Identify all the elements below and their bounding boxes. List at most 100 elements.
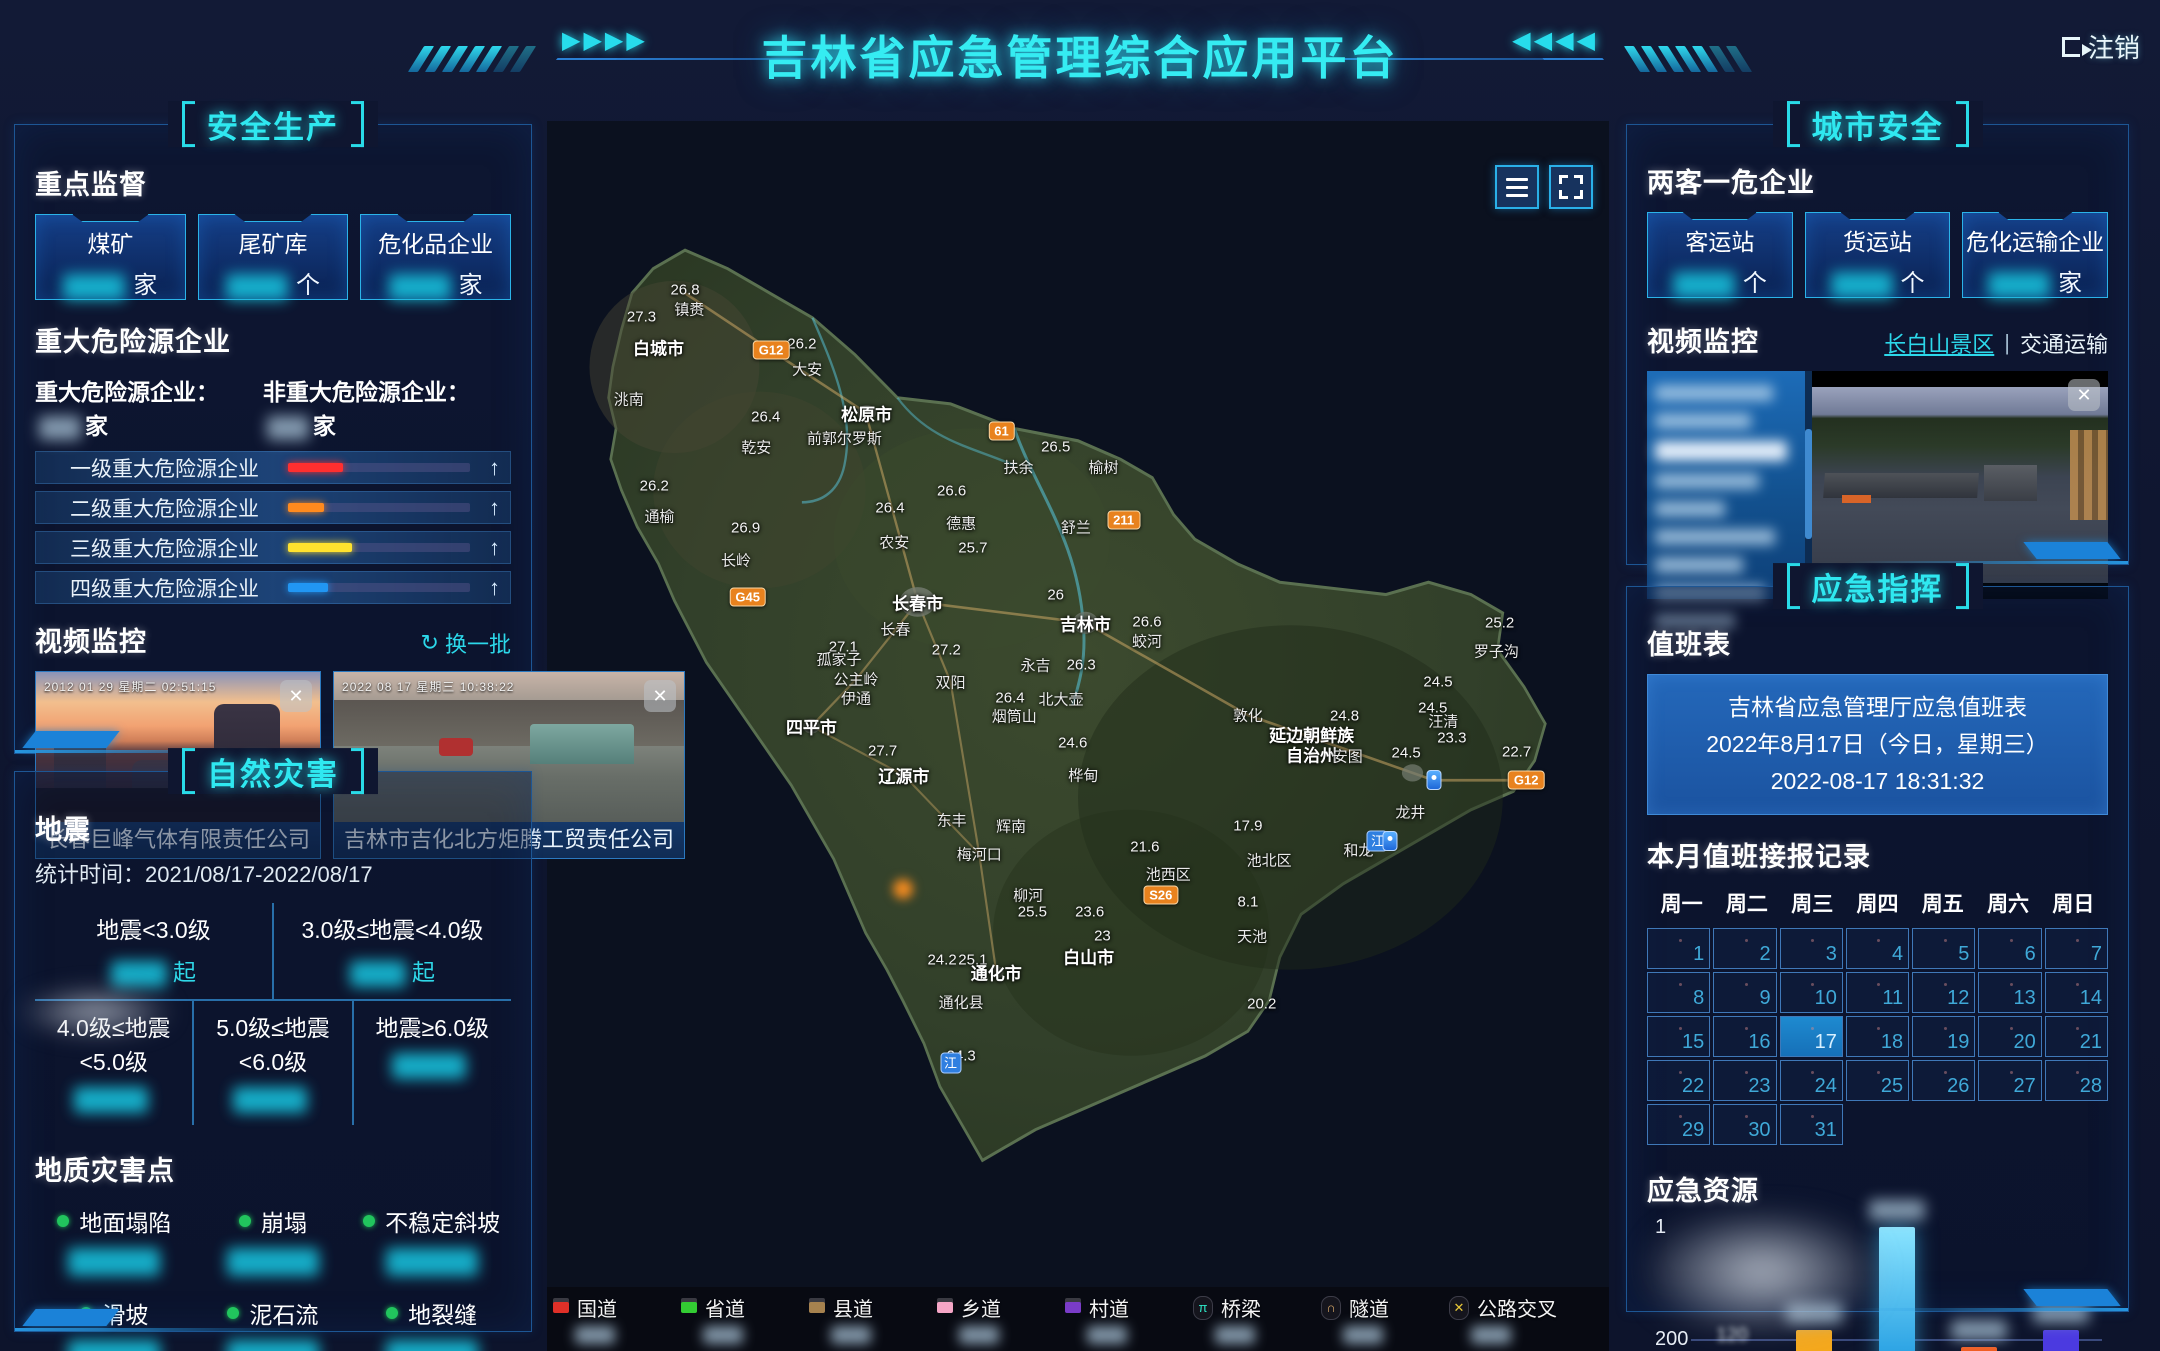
calendar-day[interactable]: 18 bbox=[1845, 1016, 1910, 1057]
calendar-day[interactable]: 10 bbox=[1779, 972, 1843, 1013]
weekday-label: 周六 bbox=[1987, 893, 2030, 916]
camera-list-item-blurred[interactable] bbox=[1655, 385, 1773, 401]
calendar-day-number: 22 bbox=[1682, 1075, 1705, 1097]
hazard-level-bar-track bbox=[288, 543, 470, 552]
camera-list-item-blurred[interactable] bbox=[1655, 585, 1765, 601]
camera-list-item-blurred[interactable] bbox=[1655, 501, 1725, 517]
link-changbaishan[interactable]: 长白山景区 bbox=[1884, 332, 1995, 357]
legend-item-桥梁[interactable]: π 桥梁 bbox=[1193, 1293, 1321, 1344]
calendar-day[interactable]: 27 bbox=[1978, 1060, 2042, 1101]
bracket-left-icon bbox=[1786, 563, 1800, 610]
supervision-stat-box[interactable]: 煤矿家 bbox=[35, 214, 186, 300]
close-icon[interactable]: ✕ bbox=[2068, 379, 2100, 411]
calendar-day[interactable]: 20 bbox=[1978, 1016, 2042, 1057]
calendar-day[interactable]: 24 bbox=[1779, 1060, 1843, 1101]
hazard-level-row[interactable]: 三级重大危险源企业 ↑ bbox=[35, 531, 511, 564]
calendar-day-number: 2 bbox=[1759, 943, 1771, 965]
hazard-level-row[interactable]: 一级重大危险源企业 ↑ bbox=[35, 451, 511, 484]
calendar-day-number: 20 bbox=[2013, 1031, 2036, 1053]
duty-heading: 值班表 bbox=[1647, 630, 1731, 660]
calendar-day[interactable]: 28 bbox=[2044, 1060, 2108, 1101]
camera-list-scrollbar[interactable] bbox=[1805, 371, 1812, 599]
calendar-day[interactable]: 26 bbox=[1912, 1060, 1976, 1101]
city-stat-box[interactable]: 危化运输企业家 bbox=[1962, 212, 2109, 298]
city-stat-box[interactable]: 客运站个 bbox=[1647, 212, 1793, 298]
calendar-day[interactable]: 30 bbox=[1713, 1104, 1777, 1145]
calendar-day[interactable]: 5 bbox=[1912, 928, 1976, 969]
calendar-day[interactable]: 19 bbox=[1912, 1016, 1976, 1057]
calendar-day[interactable]: 31 bbox=[1779, 1104, 1843, 1145]
calendar-day[interactable]: 15 bbox=[1647, 1016, 1711, 1057]
camera-list-item-blurred[interactable] bbox=[1655, 557, 1743, 573]
scrollbar-thumb[interactable] bbox=[1805, 429, 1812, 539]
calendar-day[interactable]: 14 bbox=[2044, 972, 2108, 1013]
hazard-summary-right: 非重大危险源企业：家 bbox=[262, 379, 470, 440]
calendar-day[interactable]: 16 bbox=[1713, 1016, 1777, 1057]
close-icon[interactable]: ✕ bbox=[280, 680, 313, 712]
map-poi-marker-icon[interactable] bbox=[1382, 830, 1398, 851]
hazard-level-row[interactable]: 二级重大危险源企业 ↑ bbox=[35, 491, 511, 524]
supervision-stats: 煤矿家尾矿库个危化品企业家 bbox=[35, 214, 512, 300]
calendar-day-selected[interactable]: 17 bbox=[1779, 1016, 1843, 1057]
calendar-day[interactable]: 3 bbox=[1779, 928, 1843, 969]
bracket-left-icon bbox=[182, 748, 195, 795]
calendar-day[interactable]: 2 bbox=[1713, 928, 1777, 969]
panel-title-city: 城市安全 bbox=[1772, 101, 1983, 148]
quake-unit: 起 bbox=[173, 959, 196, 985]
calendar-day[interactable]: 21 bbox=[2044, 1016, 2108, 1057]
calendar-day[interactable]: 22 bbox=[1647, 1060, 1711, 1101]
link-transport[interactable]: 交通运输 bbox=[2019, 332, 2108, 357]
logout-button[interactable]: 注销 bbox=[2061, 28, 2140, 65]
map-container[interactable]: 26.8 镇赉 27.3 白城市 26.2 大安 洮南 26.4 松原市 前郭尔罗斯 乾安 扶余 26.… bbox=[547, 121, 1609, 1351]
close-icon[interactable]: ✕ bbox=[644, 680, 677, 712]
city-stat-value: 个 bbox=[1806, 263, 1950, 298]
calendar-day-number: 11 bbox=[1882, 987, 1904, 1009]
map-legend: 国道 省道 县道 乡道 村道 π 桥梁 ∩ 隧道 ✕ 公路交叉 bbox=[547, 1287, 1609, 1351]
camera-list-item-blurred[interactable] bbox=[1655, 473, 1759, 489]
calendar-day[interactable]: 6 bbox=[1978, 928, 2042, 969]
camera-card[interactable]: 2022 08 17 星期三 10:38:22 ✕ 吉林市吉化北方炬腾工贸责任公司 bbox=[333, 671, 686, 859]
bracket-left-icon bbox=[1786, 101, 1800, 148]
road-shield-G12: G12 bbox=[752, 340, 790, 360]
legend-item-国道[interactable]: 国道 bbox=[553, 1293, 681, 1344]
calendar-day[interactable]: 23 bbox=[1713, 1060, 1777, 1101]
map-poi-marker-icon[interactable] bbox=[1426, 770, 1442, 791]
panel-safety-production: 安全生产 重点监督 煤矿家尾矿库个危化品企业家 重大危险源企业 重大危险源企业：… bbox=[14, 101, 686, 859]
edge-glow bbox=[15, 1328, 299, 1331]
bar-应急专家 bbox=[1878, 1226, 1915, 1351]
camera-list-item-blurred[interactable] bbox=[1655, 441, 1787, 461]
calendar-day[interactable]: 25 bbox=[1845, 1060, 1910, 1101]
calendar-day[interactable]: 9 bbox=[1713, 972, 1777, 1013]
calendar-day[interactable]: 8 bbox=[1647, 972, 1711, 1013]
legend-item-乡道[interactable]: 乡道 bbox=[937, 1293, 1065, 1344]
corner-decoration bbox=[22, 1309, 120, 1326]
calendar-day[interactable]: 12 bbox=[1912, 972, 1976, 1013]
river-marker-icon[interactable]: 江 bbox=[940, 1052, 962, 1074]
legend-item-村道[interactable]: 村道 bbox=[1065, 1293, 1193, 1344]
calendar-day[interactable]: 29 bbox=[1647, 1104, 1711, 1145]
camera-list-item-blurred[interactable] bbox=[1655, 413, 1751, 429]
hazard-level-row[interactable]: 四级重大危险源企业 ↑ bbox=[35, 571, 511, 604]
header-arrows-right-icon: ◀◀◀◀ bbox=[1512, 27, 1598, 54]
supervision-stat-box[interactable]: 尾矿库个 bbox=[197, 214, 349, 300]
calendar-day[interactable]: 11 bbox=[1845, 972, 1910, 1013]
camera-list-item-blurred[interactable] bbox=[1655, 613, 1735, 629]
calendar-day[interactable]: 13 bbox=[1978, 972, 2042, 1013]
legend-item-隧道[interactable]: ∩ 隧道 bbox=[1321, 1293, 1449, 1344]
calendar-day[interactable]: 7 bbox=[2044, 928, 2108, 969]
camera-list-item-blurred[interactable] bbox=[1655, 529, 1775, 545]
legend-item-县道[interactable]: 县道 bbox=[809, 1293, 937, 1344]
duty-roster-card[interactable]: 吉林省应急管理厅应急值班表 2022年8月17日（今日，星期三） 2022-08… bbox=[1647, 674, 2108, 815]
camera-list-blurred[interactable] bbox=[1647, 371, 1805, 629]
supervision-stat-box[interactable]: 危化品企业家 bbox=[360, 214, 512, 300]
refresh-cameras-link[interactable]: ↻ 换一批 bbox=[420, 630, 511, 657]
map-fullscreen-button[interactable] bbox=[1549, 165, 1593, 209]
legend-item-省道[interactable]: 省道 bbox=[681, 1293, 809, 1344]
quake-cell-value bbox=[354, 1051, 511, 1079]
map-layers-button[interactable] bbox=[1495, 165, 1539, 209]
bar-value-blurred bbox=[1950, 1319, 2007, 1340]
legend-item-公路交叉[interactable]: ✕ 公路交叉 bbox=[1449, 1293, 1577, 1344]
calendar-day[interactable]: 1 bbox=[1647, 928, 1711, 969]
city-stat-box[interactable]: 货运站个 bbox=[1804, 212, 1951, 298]
calendar-day[interactable]: 4 bbox=[1845, 928, 1910, 969]
